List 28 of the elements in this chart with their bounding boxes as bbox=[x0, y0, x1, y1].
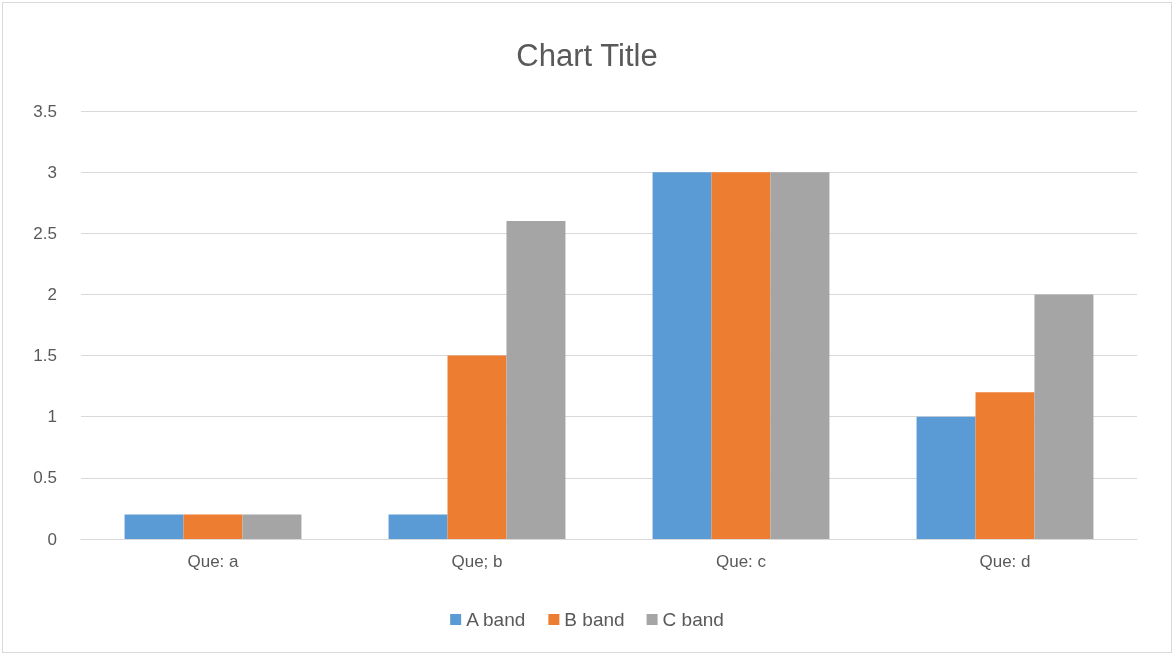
y-tick-label: 2 bbox=[47, 284, 57, 304]
bar bbox=[975, 392, 1035, 539]
y-tick-label: 0.5 bbox=[33, 468, 57, 488]
y-tick-label: 1.5 bbox=[33, 346, 57, 366]
y-tick-label: 3 bbox=[47, 162, 57, 182]
bar bbox=[711, 172, 771, 539]
legend-label: B band bbox=[564, 609, 625, 630]
bar bbox=[506, 221, 566, 539]
x-tick-label: Que: d bbox=[979, 552, 1031, 571]
legend-label: A band bbox=[466, 609, 526, 630]
bar bbox=[447, 355, 507, 539]
y-tick-label: 1 bbox=[47, 407, 57, 427]
y-tick-label: 2.5 bbox=[33, 223, 57, 243]
bar bbox=[1034, 294, 1094, 539]
bar bbox=[242, 514, 302, 539]
bar bbox=[916, 416, 976, 539]
y-tick-label: 3.5 bbox=[33, 101, 57, 121]
bar bbox=[183, 514, 243, 539]
bar bbox=[652, 172, 712, 539]
x-tick-label: Que: a bbox=[187, 552, 240, 571]
chart-title: Chart Title bbox=[516, 38, 658, 73]
legend-label: C band bbox=[662, 609, 724, 630]
bar bbox=[124, 514, 184, 539]
bar bbox=[388, 514, 448, 539]
y-tick-label: 0 bbox=[47, 529, 57, 549]
x-tick-label: Que; b bbox=[451, 552, 503, 571]
x-tick-label: Que: c bbox=[715, 552, 767, 571]
bar bbox=[770, 172, 830, 539]
